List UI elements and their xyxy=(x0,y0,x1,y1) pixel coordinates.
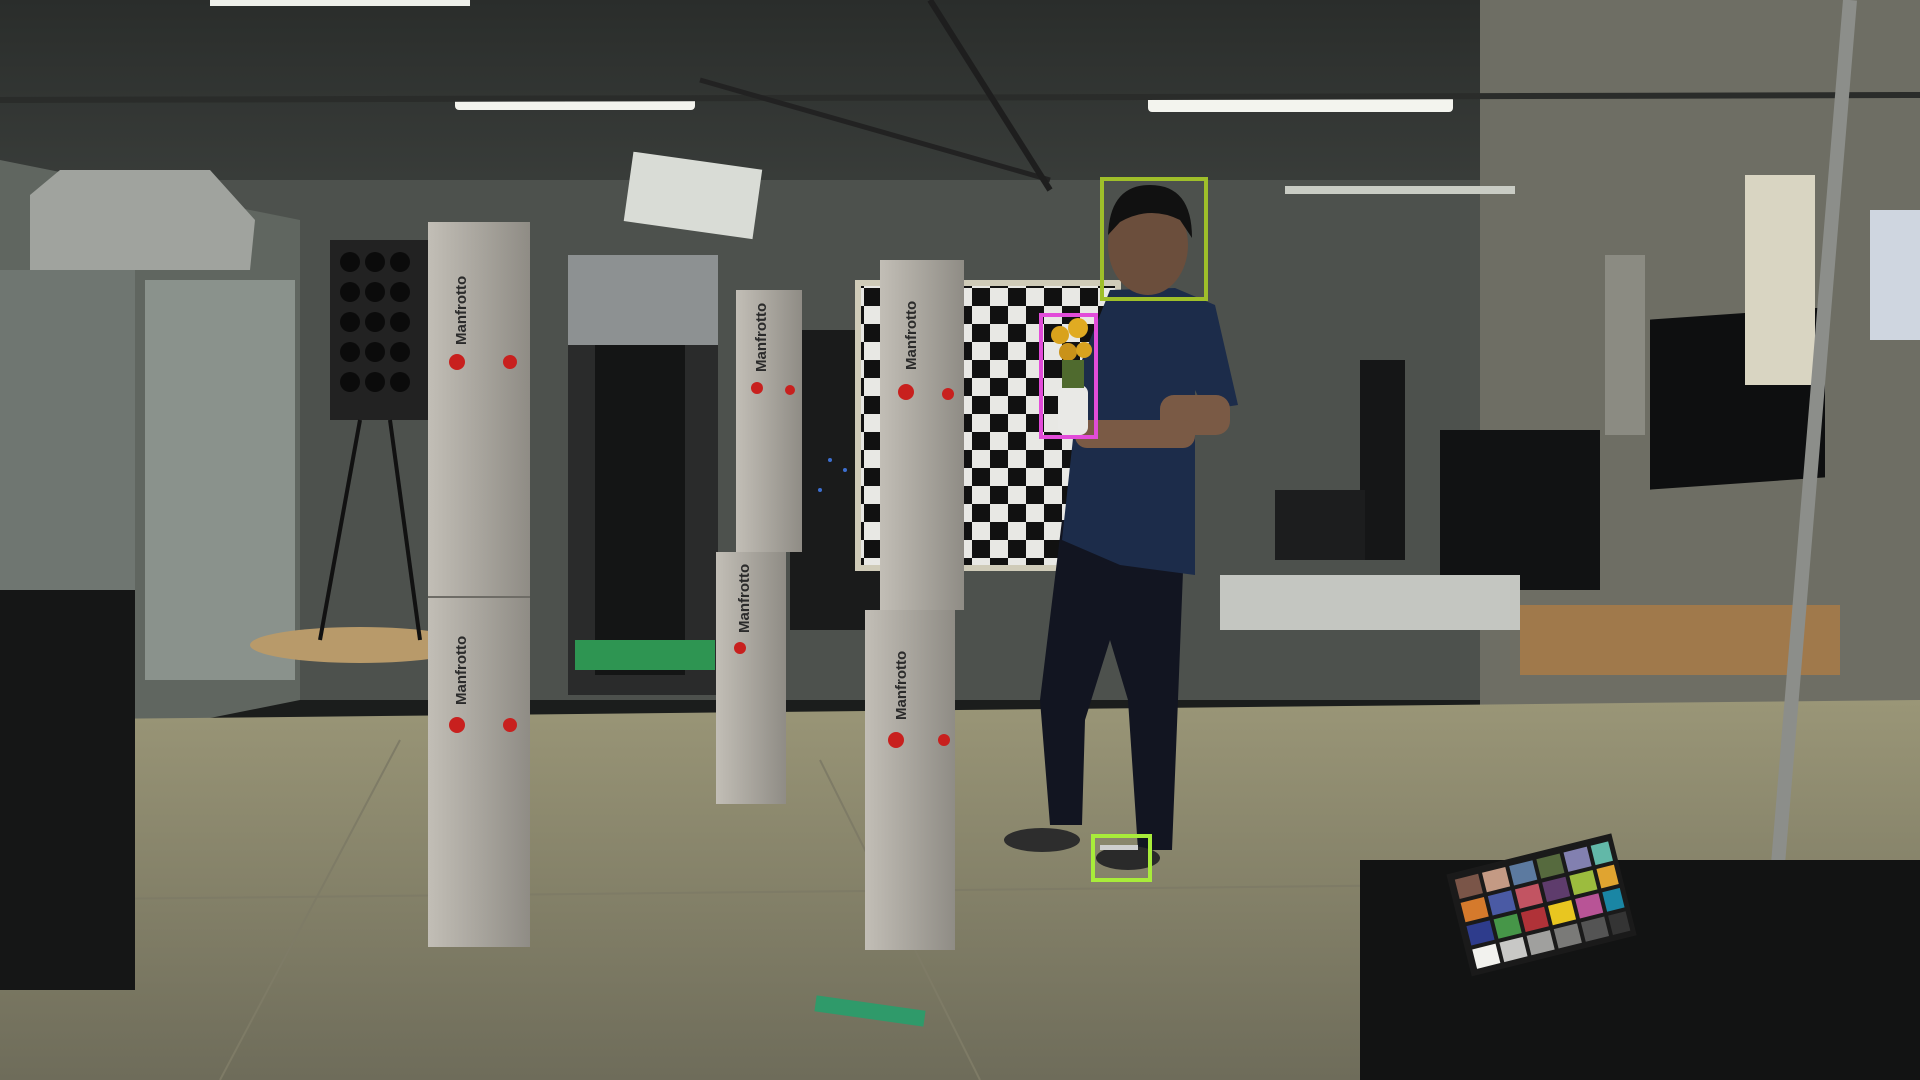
floor-tape xyxy=(814,995,926,1027)
box-brand-label: Manfrotto xyxy=(736,564,753,633)
desk-white xyxy=(1220,575,1520,630)
person-arm xyxy=(1075,420,1195,448)
person xyxy=(1004,185,1238,870)
light-stand xyxy=(1768,0,1857,901)
left-panel-2 xyxy=(145,280,295,680)
box-brand-label: Manfrotto xyxy=(753,303,770,372)
foreground-cabinet xyxy=(1360,860,1920,1080)
manfrotto-box-left xyxy=(428,222,530,947)
flower-vase xyxy=(1051,318,1092,435)
monitor-1 xyxy=(1360,360,1405,560)
person-legs xyxy=(1040,520,1185,850)
poster-1 xyxy=(1745,175,1815,385)
box-brand-label: Manfrotto xyxy=(453,276,470,345)
desk-wood xyxy=(1520,605,1840,675)
green-cart xyxy=(575,640,715,670)
ceiling-light-2 xyxy=(1148,96,1453,112)
laptop xyxy=(1275,490,1365,560)
color-checker-card xyxy=(1446,833,1637,977)
person-slipper-right xyxy=(1096,846,1160,870)
box-brand-label: Manfrotto xyxy=(903,301,920,370)
poster-2 xyxy=(1870,210,1920,340)
ceiling-light-3 xyxy=(210,0,470,6)
softbox xyxy=(30,170,255,270)
left-cabinet xyxy=(0,590,135,990)
manfrotto-box-middle xyxy=(716,290,802,804)
wall-board xyxy=(1605,255,1645,435)
box-brand-label: Manfrotto xyxy=(453,636,470,705)
rig-platform xyxy=(250,627,470,663)
manfrotto-box-right xyxy=(865,260,964,950)
ceiling-light-4 xyxy=(1285,186,1515,194)
studio-light xyxy=(623,151,763,240)
box-brand-label: Manfrotto xyxy=(893,651,910,720)
person-slipper-left xyxy=(1004,828,1080,852)
person-head xyxy=(1108,195,1188,295)
pc-tower xyxy=(1440,430,1600,590)
